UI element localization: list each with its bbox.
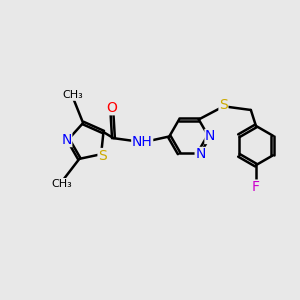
- Text: CH₃: CH₃: [63, 90, 83, 100]
- Text: N: N: [195, 148, 206, 161]
- Text: CH₃: CH₃: [52, 178, 73, 189]
- Text: S: S: [219, 98, 228, 112]
- Text: F: F: [252, 180, 260, 194]
- Text: S: S: [98, 148, 107, 163]
- Text: N: N: [205, 130, 215, 143]
- Text: N: N: [61, 133, 72, 147]
- Text: O: O: [106, 101, 117, 115]
- Text: NH: NH: [132, 134, 153, 148]
